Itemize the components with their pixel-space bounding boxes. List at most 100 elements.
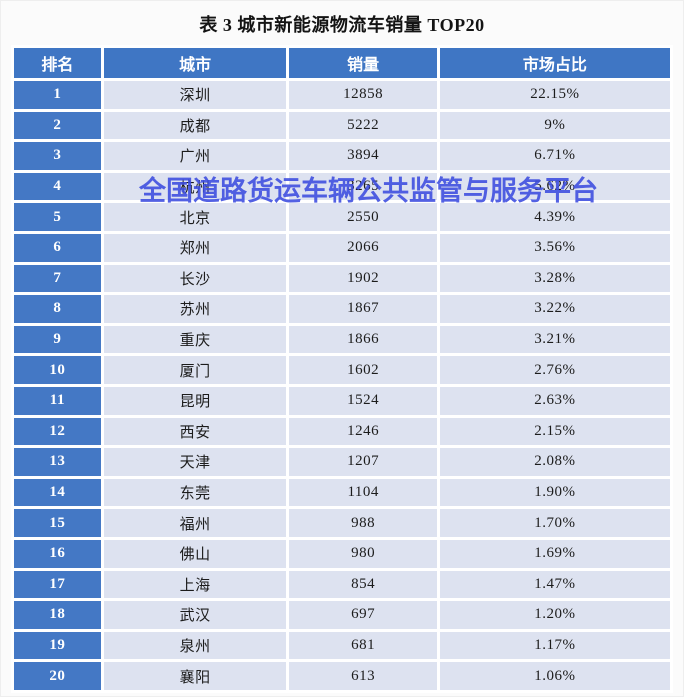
column-header-city: 城市 [103,48,287,78]
sales-cell: 1207 [289,448,437,476]
rank-cell: 14 [14,478,101,507]
sales-table: 排名 城市 销量 市场占比 1 深圳 12858 22.15% 2 成都 5222 9% 3 广州… [11,45,673,693]
share-cell: 22.15% [439,81,670,109]
rank-cell: 3 [14,142,101,170]
share-cell: 3.56% [439,233,670,262]
table-row: 4 杭州 3265 5.62% [14,172,670,201]
city-cell: 厦门 [103,356,287,384]
rank-cell: 2 [14,111,101,140]
table-row: 9 重庆 1866 3.21% [14,325,670,354]
table-body: 1 深圳 12858 22.15% 2 成都 5222 9% 3 广州 3894 6.71% 4 杭州 32… [14,81,670,690]
rank-cell: 1 [14,81,101,109]
city-cell: 泉州 [103,631,287,660]
sales-cell: 1867 [289,295,437,323]
sales-cell: 1524 [289,386,437,415]
rank-cell: 7 [14,264,101,293]
city-cell: 广州 [103,142,287,170]
table-row: 16 佛山 980 1.69% [14,539,670,568]
city-cell: 福州 [103,509,287,537]
city-cell: 重庆 [103,325,287,354]
table-row: 5 北京 2550 4.39% [14,203,670,231]
city-cell: 武汉 [103,601,287,629]
sales-cell: 1104 [289,478,437,507]
table-row: 12 西安 1246 2.15% [14,417,670,446]
share-cell: 2.63% [439,386,670,415]
rank-cell: 18 [14,601,101,629]
city-cell: 杭州 [103,172,287,201]
city-cell: 深圳 [103,81,287,109]
share-cell: 1.90% [439,478,670,507]
share-cell: 2.08% [439,448,670,476]
table-row: 2 成都 5222 9% [14,111,670,140]
city-cell: 上海 [103,570,287,599]
share-cell: 3.22% [439,295,670,323]
city-cell: 佛山 [103,539,287,568]
share-cell: 1.70% [439,509,670,537]
city-cell: 长沙 [103,264,287,293]
table-row: 19 泉州 681 1.17% [14,631,670,660]
share-cell: 1.06% [439,662,670,690]
table-row: 15 福州 988 1.70% [14,509,670,537]
rank-cell: 13 [14,448,101,476]
table-row: 14 东莞 1104 1.90% [14,478,670,507]
column-header-share: 市场占比 [439,48,670,78]
rank-cell: 10 [14,356,101,384]
share-cell: 3.28% [439,264,670,293]
table-row: 8 苏州 1867 3.22% [14,295,670,323]
share-cell: 1.20% [439,601,670,629]
sales-cell: 3894 [289,142,437,170]
column-header-sales: 销量 [289,48,437,78]
share-cell: 5.62% [439,172,670,201]
sales-cell: 3265 [289,172,437,201]
sales-cell: 2550 [289,203,437,231]
share-cell: 6.71% [439,142,670,170]
city-cell: 天津 [103,448,287,476]
share-cell: 3.21% [439,325,670,354]
rank-cell: 12 [14,417,101,446]
share-cell: 1.47% [439,570,670,599]
share-cell: 1.69% [439,539,670,568]
share-cell: 4.39% [439,203,670,231]
city-cell: 西安 [103,417,287,446]
city-cell: 昆明 [103,386,287,415]
share-cell: 1.17% [439,631,670,660]
rank-cell: 20 [14,662,101,690]
table-row: 11 昆明 1524 2.63% [14,386,670,415]
sales-cell: 697 [289,601,437,629]
sales-cell: 5222 [289,111,437,140]
sales-cell: 1246 [289,417,437,446]
sales-cell: 12858 [289,81,437,109]
sales-cell: 1902 [289,264,437,293]
rank-cell: 6 [14,233,101,262]
sales-cell: 988 [289,509,437,537]
table-row: 3 广州 3894 6.71% [14,142,670,170]
sales-cell: 613 [289,662,437,690]
rank-cell: 16 [14,539,101,568]
city-cell: 东莞 [103,478,287,507]
table-row: 10 厦门 1602 2.76% [14,356,670,384]
sales-cell: 980 [289,539,437,568]
share-cell: 2.76% [439,356,670,384]
rank-cell: 15 [14,509,101,537]
table-row: 1 深圳 12858 22.15% [14,81,670,109]
share-cell: 2.15% [439,417,670,446]
sales-cell: 854 [289,570,437,599]
table-row: 17 上海 854 1.47% [14,570,670,599]
city-cell: 襄阳 [103,662,287,690]
table-row: 13 天津 1207 2.08% [14,448,670,476]
sales-cell: 2066 [289,233,437,262]
rank-cell: 9 [14,325,101,354]
rank-cell: 17 [14,570,101,599]
sales-cell: 1866 [289,325,437,354]
city-cell: 苏州 [103,295,287,323]
table-row: 18 武汉 697 1.20% [14,601,670,629]
column-header-rank: 排名 [14,48,101,78]
share-cell: 9% [439,111,670,140]
city-cell: 成都 [103,111,287,140]
rank-cell: 8 [14,295,101,323]
rank-cell: 11 [14,386,101,415]
city-cell: 郑州 [103,233,287,262]
table-row: 7 长沙 1902 3.28% [14,264,670,293]
rank-cell: 19 [14,631,101,660]
